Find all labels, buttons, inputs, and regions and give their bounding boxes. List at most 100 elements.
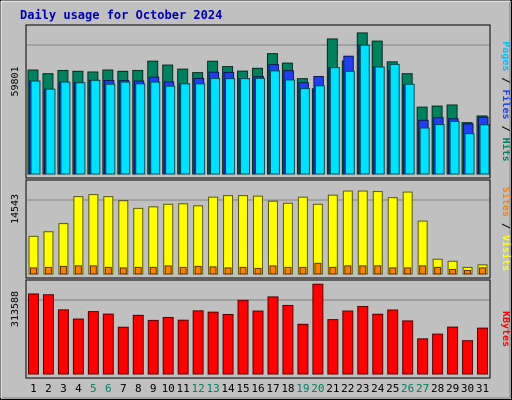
- chart-title: Daily usage for October 2024: [20, 8, 222, 22]
- bar-visits: [238, 195, 249, 275]
- legend-visits-sites: Sites / Visits: [500, 187, 512, 271]
- y-tick-label: 59801: [10, 66, 21, 96]
- day-label: 17: [266, 382, 279, 395]
- bar-visits: [88, 194, 99, 275]
- bar-kbytes: [462, 340, 474, 375]
- day-label: 11: [177, 382, 190, 395]
- bar-sites: [419, 265, 427, 275]
- bar-visits: [208, 196, 219, 275]
- bar-pages: [30, 80, 41, 175]
- bar-visits: [118, 200, 129, 275]
- bar-kbytes: [327, 319, 339, 375]
- bar-pages: [344, 70, 355, 175]
- day-label: 30: [461, 382, 474, 395]
- bar-sites: [194, 265, 202, 275]
- bar-sites: [329, 266, 337, 275]
- bar-sites: [30, 267, 37, 275]
- bar-pages: [299, 88, 310, 175]
- bar-sites: [449, 268, 457, 275]
- bar-kbytes: [42, 294, 54, 375]
- day-label: 6: [105, 382, 112, 395]
- bar-pages: [165, 85, 176, 175]
- bar-sites: [209, 266, 217, 275]
- day-labels: 1 2 3 4 5 6 7 8 9 10 11 12 13 14 15 16 17 18 19 20 21 22 23 24 2…: [30, 382, 489, 395]
- bar-kbytes: [192, 310, 204, 375]
- panel-kbytes: 313588 KBytes: [10, 279, 511, 379]
- bar-kbytes: [312, 283, 324, 375]
- bar-kbytes: [297, 323, 309, 375]
- day-label: 10: [162, 382, 175, 395]
- bar-sites: [224, 267, 232, 275]
- legend-item-kbytes: KBytes: [500, 311, 511, 347]
- bar-sites: [164, 265, 172, 275]
- legend-item-pages: Pages: [500, 41, 511, 71]
- bar-kbytes: [57, 309, 69, 375]
- bar-pages: [329, 67, 340, 175]
- bar-pages: [135, 83, 146, 175]
- bar-sites: [269, 265, 277, 275]
- bar-pages: [269, 70, 280, 175]
- bar-kbytes: [477, 327, 488, 375]
- day-label: 21: [326, 382, 339, 395]
- legend-item-visits: Visits: [500, 235, 512, 271]
- day-label: 20: [311, 382, 324, 395]
- bar-visits: [178, 203, 189, 275]
- bar-pages: [464, 133, 475, 175]
- bar-visits: [342, 190, 353, 275]
- day-label: 15: [236, 382, 249, 395]
- bar-visits: [282, 202, 293, 275]
- bar-pages: [150, 81, 161, 175]
- day-label: 25: [386, 382, 399, 395]
- bar-kbytes: [132, 314, 144, 375]
- bar-sites: [239, 266, 247, 275]
- bar-kbytes: [87, 311, 99, 375]
- bar-visits: [267, 200, 278, 275]
- bar-sites: [314, 262, 322, 275]
- bar-pages: [90, 79, 101, 175]
- legend-kbytes: KBytes: [500, 311, 511, 347]
- bar-visits: [372, 191, 383, 275]
- bar-kbytes: [282, 304, 294, 375]
- bar-pages: [60, 81, 71, 175]
- bar-sites: [344, 265, 352, 275]
- bar-kbytes: [222, 313, 234, 375]
- bar-sites: [299, 266, 307, 275]
- day-label: 7: [120, 382, 127, 395]
- day-label: 24: [371, 382, 385, 395]
- legend-separator: /: [500, 71, 511, 89]
- bar-kbytes: [117, 326, 129, 375]
- bar-visits: [193, 205, 204, 275]
- bar-kbytes: [432, 333, 444, 375]
- bar-visits: [357, 190, 368, 275]
- bar-sites: [464, 269, 472, 275]
- day-label: 13: [206, 382, 219, 395]
- day-label: 12: [192, 382, 205, 395]
- bar-pages: [449, 120, 460, 175]
- bar-pages: [210, 77, 221, 175]
- bar-kbytes: [207, 311, 219, 375]
- bar-kbytes: [147, 319, 159, 375]
- bar-visits: [73, 196, 84, 275]
- bar-sites: [89, 265, 97, 275]
- bar-sites: [284, 266, 292, 275]
- bar-pages: [479, 124, 490, 175]
- bar-kbytes: [162, 316, 174, 375]
- y-tick-label: 313588: [10, 291, 21, 327]
- legend-item-hits: Hits: [500, 138, 512, 162]
- bar-kbytes: [342, 310, 354, 375]
- bar-kbytes: [237, 299, 249, 375]
- bar-sites: [104, 266, 112, 275]
- bar-pages: [225, 78, 236, 175]
- bar-visits: [297, 196, 308, 275]
- day-label: 3: [60, 382, 67, 395]
- day-label: 16: [251, 382, 264, 395]
- bar-pages: [359, 44, 370, 175]
- day-label: 5: [90, 382, 97, 395]
- bar-sites: [434, 266, 442, 275]
- day-label: 14: [221, 382, 235, 395]
- bar-pages: [404, 83, 415, 175]
- day-label: 23: [356, 382, 369, 395]
- bar-visits: [387, 197, 398, 275]
